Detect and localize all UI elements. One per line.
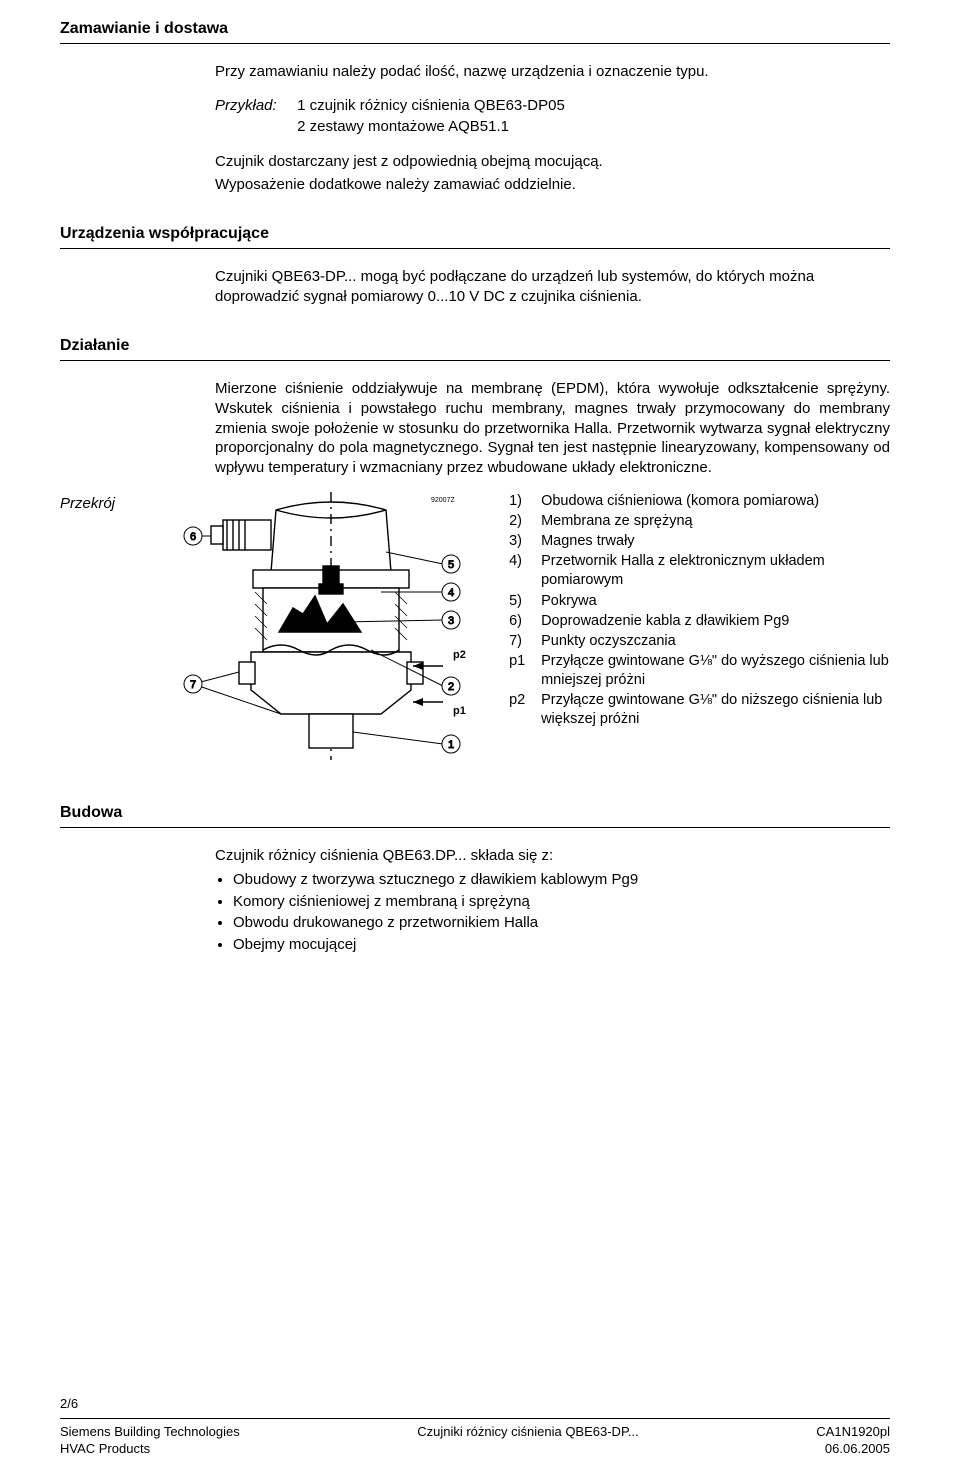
- budowa-item: Obudowy z tworzywa sztucznego z dławikie…: [233, 870, 890, 890]
- section-title-budowa: Budowa: [60, 802, 890, 823]
- section-rule: [60, 827, 890, 828]
- zamawianie-p2: Czujnik dostarczany jest z odpowiednią o…: [215, 152, 890, 172]
- section-title-dzialanie: Działanie: [60, 335, 890, 356]
- legend-row: 1)Obudowa ciśnieniowa (komora pomiarowa): [509, 492, 890, 511]
- page-root: Zamawianie i dostawa Przy zamawianiu nal…: [0, 0, 960, 1475]
- przyklad-line1: 1 czujnik różnicy ciśnienia QBE63-DP05: [297, 96, 565, 116]
- footer-right1: CA1N1920pl: [816, 1423, 890, 1440]
- legend-row: p2Przyłącze gwintowane G⅛" do niższego c…: [509, 691, 890, 729]
- diagram-label-6: 6: [190, 531, 196, 543]
- diagram-legend: 1)Obudowa ciśnieniowa (komora pomiarowa)…: [481, 492, 890, 731]
- przekroj-label: Przekrój: [60, 492, 181, 514]
- przekroj-row: Przekrój 92007Z: [60, 492, 890, 762]
- wspol-body: Czujniki QBE63-DP... mogą być podłączane…: [215, 267, 890, 307]
- diagram-label-4: 4: [448, 587, 454, 599]
- budowa-item: Komory ciśnieniowej z membraną i sprężyn…: [233, 892, 890, 912]
- przyklad-block: Przykład: 1 czujnik różnicy ciśnienia QB…: [215, 96, 890, 138]
- diagram-label-p2: p2: [453, 649, 466, 661]
- footer-center: Czujniki różnicy ciśnienia QBE63-DP...: [240, 1423, 817, 1457]
- diagram-label-p1: p1: [453, 705, 466, 717]
- przyklad-lines: 1 czujnik różnicy ciśnienia QBE63-DP05 2…: [297, 96, 565, 138]
- section-wspol: Urządzenia współpracujące Czujniki QBE63…: [60, 223, 890, 307]
- zamawianie-body: Przy zamawianiu należy podać ilość, nazw…: [215, 62, 890, 195]
- legend-row: p1Przyłącze gwintowane G⅛" do wyższego c…: [509, 652, 890, 690]
- budowa-item: Obejmy mocującej: [233, 935, 890, 955]
- wspol-p1: Czujniki QBE63-DP... mogą być podłączane…: [215, 267, 890, 307]
- przyklad-label: Przykład:: [215, 96, 293, 116]
- budowa-item: Obwodu drukowanego z przetwornikiem Hall…: [233, 913, 890, 933]
- zamawianie-p3: Wyposażenie dodatkowe należy zamawiać od…: [215, 175, 890, 195]
- footer-right: CA1N1920pl 06.06.2005: [816, 1423, 890, 1457]
- budowa-lead: Czujnik różnicy ciśnienia QBE63.DP... sk…: [215, 846, 890, 866]
- cross-section-diagram: 92007Z: [181, 492, 481, 762]
- legend-row: 5)Pokrywa: [509, 592, 890, 611]
- zamawianie-p1: Przy zamawianiu należy podać ilość, nazw…: [215, 62, 890, 82]
- page-number: 2/6: [60, 1395, 890, 1412]
- footer-right2: 06.06.2005: [816, 1440, 890, 1457]
- page-footer: 2/6 Siemens Building Technologies HVAC P…: [60, 1395, 890, 1457]
- budowa-list: Obudowy z tworzywa sztucznego z dławikie…: [215, 870, 890, 955]
- diagram-container: 92007Z: [181, 492, 481, 762]
- footer-rule: [60, 1418, 890, 1419]
- budowa-body: Czujnik różnicy ciśnienia QBE63.DP... sk…: [215, 846, 890, 955]
- diagram-label-7: 7: [190, 679, 196, 691]
- figure-id: 92007Z: [431, 497, 455, 504]
- section-rule: [60, 360, 890, 361]
- section-rule: [60, 43, 890, 44]
- section-budowa: Budowa Czujnik różnicy ciśnienia QBE63.D…: [60, 802, 890, 955]
- section-title-zamawianie: Zamawianie i dostawa: [60, 18, 890, 39]
- diagram-label-3: 3: [448, 615, 454, 627]
- footer-left1: Siemens Building Technologies: [60, 1423, 240, 1440]
- przyklad-line2: 2 zestawy montażowe AQB51.1: [297, 117, 565, 137]
- section-dzialanie: Działanie Mierzone ciśnienie oddziaływuj…: [60, 335, 890, 478]
- legend-row: 4)Przetwornik Halla z elektronicznym ukł…: [509, 552, 890, 590]
- legend-row: 2)Membrana ze sprężyną: [509, 512, 890, 531]
- diagram-label-2: 2: [448, 681, 454, 693]
- footer-grid: Siemens Building Technologies HVAC Produ…: [60, 1423, 890, 1457]
- dzialanie-body: Mierzone ciśnienie oddziaływuje na membr…: [215, 379, 890, 478]
- legend-row: 6)Doprowadzenie kabla z dławikiem Pg9: [509, 612, 890, 631]
- footer-left2: HVAC Products: [60, 1440, 240, 1457]
- section-rule: [60, 248, 890, 249]
- legend-row: 7)Punkty oczyszczania: [509, 632, 890, 651]
- footer-left: Siemens Building Technologies HVAC Produ…: [60, 1423, 240, 1457]
- diagram-label-5: 5: [448, 559, 454, 571]
- legend-row: 3)Magnes trwały: [509, 532, 890, 551]
- diagram-label-1: 1: [448, 739, 454, 751]
- dzialanie-p1: Mierzone ciśnienie oddziaływuje na membr…: [215, 379, 890, 478]
- section-title-wspol: Urządzenia współpracujące: [60, 223, 890, 244]
